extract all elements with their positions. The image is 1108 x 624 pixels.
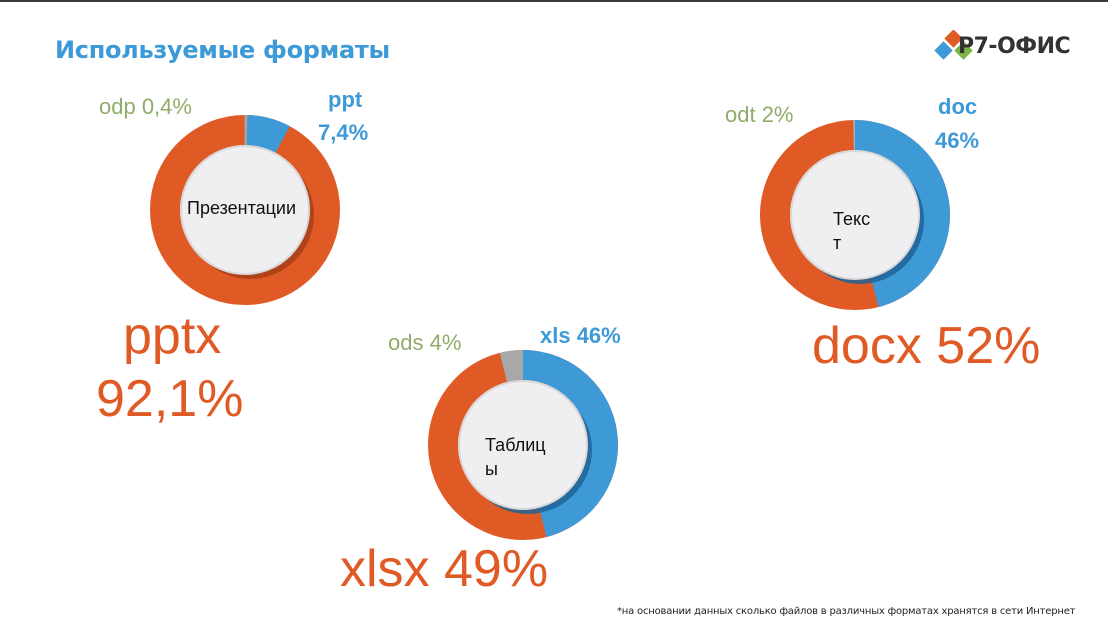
big-label-docx: docx 52% <box>812 317 1041 375</box>
chart-tables: Таблиц ы <box>428 350 618 540</box>
label-ppt-value: 7,4% <box>318 120 369 145</box>
center-label-text-2: т <box>833 233 842 253</box>
big-label-pptx: pptx <box>123 307 222 365</box>
label-doc-value: 46% <box>935 128 980 153</box>
logo-text: Р7-ОФИС <box>958 34 1071 59</box>
label-odt: odt 2% <box>725 102 794 127</box>
center-label-text-1: Текс <box>833 209 871 229</box>
donut-tables <box>428 350 618 540</box>
donut-presentations <box>150 115 340 305</box>
label-doc: doc <box>938 94 978 119</box>
center-label-tables-1: Таблиц <box>485 435 546 455</box>
logo <box>933 30 1093 70</box>
donut-text <box>760 120 950 310</box>
label-xls: xls 46% <box>540 323 621 348</box>
label-odp: odp 0,4% <box>99 94 192 119</box>
center-label-tables-2: ы <box>485 459 498 479</box>
center-label-presentations: Презентации <box>187 198 297 218</box>
top-border <box>0 0 1108 2</box>
footnote: *на основании данных сколько файлов в ра… <box>617 606 1076 617</box>
chart-text: Текс т <box>760 120 950 310</box>
page-title: Используемые форматы <box>55 36 390 64</box>
label-ppt: ppt <box>328 87 363 112</box>
label-ods: ods 4% <box>388 330 462 355</box>
logo-diamonds-icon <box>934 30 973 60</box>
big-label-pptx-value: 92,1% <box>96 370 244 428</box>
big-label-xlsx: xlsx 49% <box>340 540 549 598</box>
chart-presentations: Презентации <box>150 115 340 305</box>
